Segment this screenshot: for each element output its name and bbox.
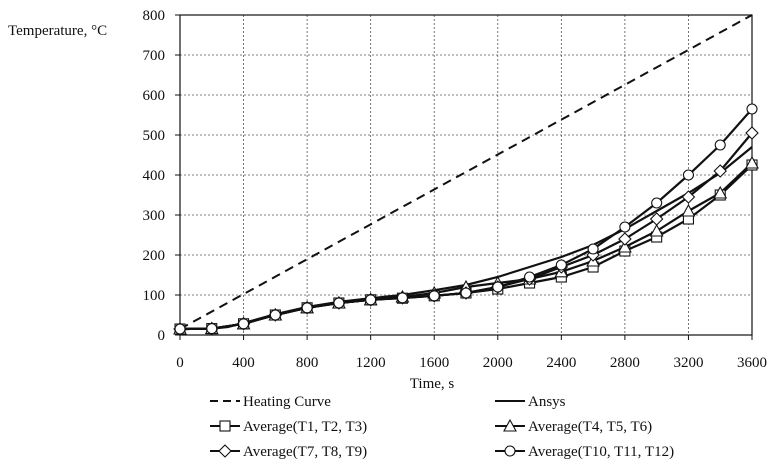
y-tick-label: 700 <box>143 48 166 64</box>
x-tick-labels: 0 400 800 1200 1600 2000 2400 2800 3200 3600 <box>176 335 767 371</box>
x-tick-label: 2000 <box>483 355 513 371</box>
y-tick-label: 400 <box>143 168 166 184</box>
legend-label: Ansys <box>528 394 566 410</box>
legend-label: Average(T10, T11, T12) <box>528 444 674 460</box>
y-axis-label: Temperature, °C <box>8 23 107 39</box>
data-point-average-t10-t11-t12 <box>206 323 218 335</box>
data-point-average-t10-t11-t12 <box>619 221 631 233</box>
legend-item-average-t10-t11-t12: Average(T10, T11, T12) <box>495 444 674 460</box>
x-tick-label: 2800 <box>610 355 640 371</box>
series-line-heating-curve <box>179 14 753 330</box>
data-point-average-t10-t11-t12 <box>587 243 599 255</box>
data-point-average-t10-t11-t12 <box>301 302 313 314</box>
legend-label: Average(T1, T2, T3) <box>243 419 367 435</box>
data-point-average-t7-t8-t9 <box>618 232 632 246</box>
data-point-average-t7-t8-t9 <box>745 126 759 140</box>
y-tick-label: 500 <box>143 128 166 144</box>
data-point-average-t4-t5-t6 <box>681 203 696 217</box>
data-point-average-t10-t11-t12 <box>555 259 567 271</box>
y-tick-labels: 0 100 200 300 400 500 600 700 800 <box>143 8 180 344</box>
data-point-average-t10-t11-t12 <box>365 294 377 306</box>
data-point-average-t4-t5-t6 <box>713 185 728 199</box>
y-tick-label: 600 <box>143 88 166 104</box>
series-markers <box>173 103 759 336</box>
data-point-average-t10-t11-t12 <box>714 139 726 151</box>
legend-item-average-t4-t5-t6: Average(T4, T5, T6) <box>495 418 652 435</box>
x-tick-label: 800 <box>296 355 319 371</box>
legend-item-heating-curve: Heating Curve <box>210 394 331 410</box>
x-tick-label: 3600 <box>737 355 767 371</box>
legend-label: Average(T4, T5, T6) <box>528 419 652 435</box>
legend-label: Average(T7, T8, T9) <box>243 444 367 460</box>
data-point-average-t10-t11-t12 <box>238 318 250 330</box>
x-axis-label: Time, s <box>410 376 455 392</box>
data-point-average-t10-t11-t12 <box>396 292 408 304</box>
legend-swatch-marker <box>503 418 517 432</box>
data-point-average-t10-t11-t12 <box>460 287 472 299</box>
y-tick-label: 300 <box>143 208 166 224</box>
data-point-average-t10-t11-t12 <box>492 281 504 293</box>
x-tick-label: 0 <box>176 355 184 371</box>
legend-item-average-t1-t2-t3: Average(T1, T2, T3) <box>210 419 367 435</box>
x-tick-label: 1200 <box>356 355 386 371</box>
data-point-average-t4-t5-t6 <box>617 239 632 253</box>
data-point-average-t10-t11-t12 <box>333 297 345 309</box>
data-point-average-t10-t11-t12 <box>269 309 281 321</box>
legend-swatch-marker <box>218 444 232 458</box>
y-tick-label: 200 <box>143 248 166 264</box>
x-tick-label: 2400 <box>546 355 576 371</box>
legend-swatch-marker <box>504 445 516 457</box>
data-point-average-t10-t11-t12 <box>524 271 536 283</box>
data-point-average-t7-t8-t9 <box>681 190 696 204</box>
series-line-average-t1-t2-t3 <box>179 164 753 331</box>
data-point-average-t7-t8-t9 <box>649 212 664 226</box>
legend-swatch-marker <box>219 420 231 432</box>
y-tick-label: 100 <box>143 288 166 304</box>
data-point-average-t10-t11-t12 <box>746 103 758 115</box>
y-tick-label: 0 <box>158 328 166 344</box>
legend-item-average-t7-t8-t9: Average(T7, T8, T9) <box>210 444 367 460</box>
legend-item-ansys: Ansys <box>495 394 566 410</box>
data-point-average-t10-t11-t12 <box>682 169 694 181</box>
data-point-average-t10-t11-t12 <box>651 197 663 209</box>
x-tick-label: 1600 <box>419 355 449 371</box>
data-point-average-t10-t11-t12 <box>428 290 440 302</box>
series-line-average-t4-t5-t6 <box>179 162 753 331</box>
series-line-ansys <box>179 146 753 331</box>
data-point-average-t10-t11-t12 <box>174 323 186 335</box>
legend: Heating Curve Ansys Average(T1, T2, T3) Ave… <box>210 394 674 460</box>
data-point-average-t7-t8-t9 <box>713 164 728 178</box>
data-point-average-t4-t5-t6 <box>649 223 664 237</box>
data-point-average-t4-t5-t6 <box>745 155 759 169</box>
x-tick-label: 400 <box>232 355 255 371</box>
legend-label: Heating Curve <box>243 394 331 410</box>
y-tick-label: 800 <box>143 8 166 24</box>
x-tick-label: 3200 <box>673 355 703 371</box>
